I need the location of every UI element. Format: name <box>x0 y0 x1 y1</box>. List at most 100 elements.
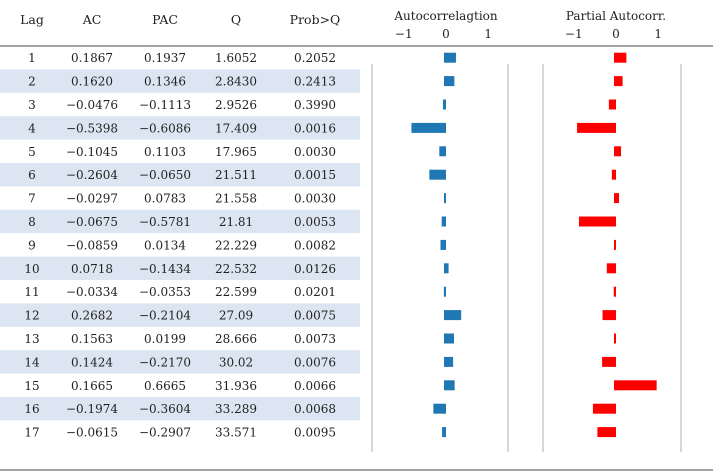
table-cell-r5-c2: −0.1045 <box>66 145 118 159</box>
table-cell-r6-c2: −0.2604 <box>66 168 118 182</box>
table-cell-r12-c5: 0.0075 <box>294 309 336 323</box>
table-cell-r16-c1: 16 <box>24 402 39 416</box>
table-cell-r5-c1: 5 <box>28 145 36 159</box>
acf-bar-lag-2 <box>444 76 455 87</box>
table-cell-r10-c5: 0.0126 <box>294 262 336 276</box>
table-cell-r12-c4: 27.09 <box>219 309 253 323</box>
table-cell-r9-c1: 9 <box>28 238 36 252</box>
table-cell-r13-c4: 28.666 <box>215 332 257 346</box>
acf-bar-lag-15 <box>444 380 455 391</box>
pacf-bar-lag-15 <box>614 380 657 391</box>
table-cell-r1-c1: 1 <box>28 51 36 65</box>
table-cell-r1-c4: 1.6052 <box>215 51 257 65</box>
table-cell-r15-c4: 31.936 <box>215 379 257 393</box>
acf-bar-lag-10 <box>444 263 449 274</box>
table-row-stripe <box>0 256 360 280</box>
table-cell-r10-c1: 10 <box>24 262 39 276</box>
table-cell-r5-c3: 0.1103 <box>144 145 186 159</box>
table-cell-r7-c5: 0.0030 <box>294 192 336 206</box>
table-cell-r14-c2: 0.1424 <box>71 355 113 369</box>
table-cell-r8-c5: 0.0053 <box>294 215 336 229</box>
pacf-bar-lag-14 <box>602 356 616 367</box>
table-cell-r13-c1: 13 <box>24 332 39 346</box>
table-row-stripe <box>0 116 360 140</box>
table-cell-r16-c4: 33.289 <box>215 402 257 416</box>
table-cell-r7-c4: 21.558 <box>215 192 257 206</box>
table-cell-r7-c1: 7 <box>28 192 36 206</box>
table-cell-r15-c2: 0.1665 <box>71 379 113 393</box>
table-cell-r2-c3: 0.1346 <box>144 75 186 89</box>
acf-bar-lag-5 <box>439 146 446 157</box>
acf-tick-label: 1 <box>484 27 492 41</box>
table-cell-r4-c3: −0.6086 <box>139 121 191 135</box>
acf-bar-lag-4 <box>411 122 446 133</box>
table-cell-r3-c1: 3 <box>28 98 36 112</box>
table-row-stripe <box>0 350 360 374</box>
table-cell-r2-c2: 0.1620 <box>71 75 113 89</box>
acf-chart-title: Autocorrelagtion <box>393 9 498 23</box>
pacf-bar-lag-17 <box>597 427 616 438</box>
table-cell-r12-c3: −0.2104 <box>139 309 191 323</box>
table-row-stripe <box>0 303 360 327</box>
pacf-bar-lag-2 <box>614 76 623 87</box>
table-row-stripe <box>0 209 360 234</box>
table-cell-r17-c5: 0.0095 <box>294 426 336 440</box>
table-cell-r17-c1: 17 <box>24 426 39 440</box>
table-cell-r14-c4: 30.02 <box>219 355 253 369</box>
table-cell-r8-c2: −0.0675 <box>66 215 118 229</box>
table-cell-r16-c2: −0.1974 <box>66 402 118 416</box>
column-header-1: Lag <box>20 12 44 27</box>
table-cell-r12-c1: 12 <box>24 309 39 323</box>
column-header-2: AC <box>82 12 102 27</box>
pacf-bar-lag-12 <box>602 310 616 321</box>
table-cell-r17-c4: 33.571 <box>215 426 257 440</box>
table-cell-r4-c4: 17.409 <box>215 121 257 135</box>
column-header-3: PAC <box>152 12 178 27</box>
table-cell-r12-c2: 0.2682 <box>71 309 113 323</box>
table-cell-r1-c3: 0.1937 <box>144 51 186 65</box>
pacf-bar-lag-6 <box>611 169 616 180</box>
table-cell-r1-c5: 0.2052 <box>294 51 336 65</box>
acf-bar-lag-13 <box>444 333 455 344</box>
table-cell-r2-c1: 2 <box>28 75 36 89</box>
table-cell-r3-c5: 0.3990 <box>294 98 336 112</box>
acf-bar-lag-14 <box>444 356 454 367</box>
table-cell-r13-c5: 0.0073 <box>294 332 336 346</box>
table-cell-r4-c1: 4 <box>28 121 36 135</box>
table-cell-r3-c2: −0.0476 <box>66 98 118 112</box>
table-cell-r17-c3: −0.2907 <box>139 426 191 440</box>
pacf-bar-lag-1 <box>614 52 627 63</box>
pacf-tick-label: −1 <box>565 27 583 41</box>
pacf-bar-lag-9 <box>614 239 616 250</box>
acf-bar-lag-7 <box>444 193 446 204</box>
table-cell-r10-c4: 22.532 <box>215 262 257 276</box>
acf-bar-lag-12 <box>444 310 462 321</box>
table-cell-r10-c3: −0.1434 <box>139 262 191 276</box>
acf-bar-lag-17 <box>442 427 446 438</box>
pacf-chart-title: Partial Autocorr. <box>566 9 666 23</box>
table-cell-r6-c5: 0.0015 <box>294 168 336 182</box>
pacf-tick-label: 0 <box>612 27 620 41</box>
acf-bar-lag-16 <box>433 403 446 414</box>
acf-bar-lag-3 <box>442 99 446 110</box>
table-cell-r15-c3: 0.6665 <box>144 379 186 393</box>
table-cell-r2-c4: 2.8430 <box>215 75 257 89</box>
table-cell-r9-c3: 0.0134 <box>144 238 186 252</box>
acf-bar-lag-9 <box>440 239 446 250</box>
pacf-bar-lag-5 <box>614 146 622 157</box>
table-cell-r17-c2: −0.0615 <box>66 426 118 440</box>
pacf-bar-lag-7 <box>614 193 620 204</box>
table-cell-r1-c2: 0.1867 <box>71 51 113 65</box>
column-header-4: Q <box>231 12 241 27</box>
table-cell-r11-c3: −0.0353 <box>139 285 191 299</box>
acf-bar-lag-8 <box>441 216 446 227</box>
pacf-bar-lag-10 <box>606 263 616 274</box>
table-cell-r13-c2: 0.1563 <box>71 332 113 346</box>
table-cell-r8-c3: −0.5781 <box>139 215 191 229</box>
table-cell-r16-c5: 0.0068 <box>294 402 336 416</box>
table-cell-r11-c1: 11 <box>24 285 39 299</box>
table-cell-r3-c3: −0.1113 <box>139 98 191 112</box>
table-cell-r9-c5: 0.0082 <box>294 238 336 252</box>
